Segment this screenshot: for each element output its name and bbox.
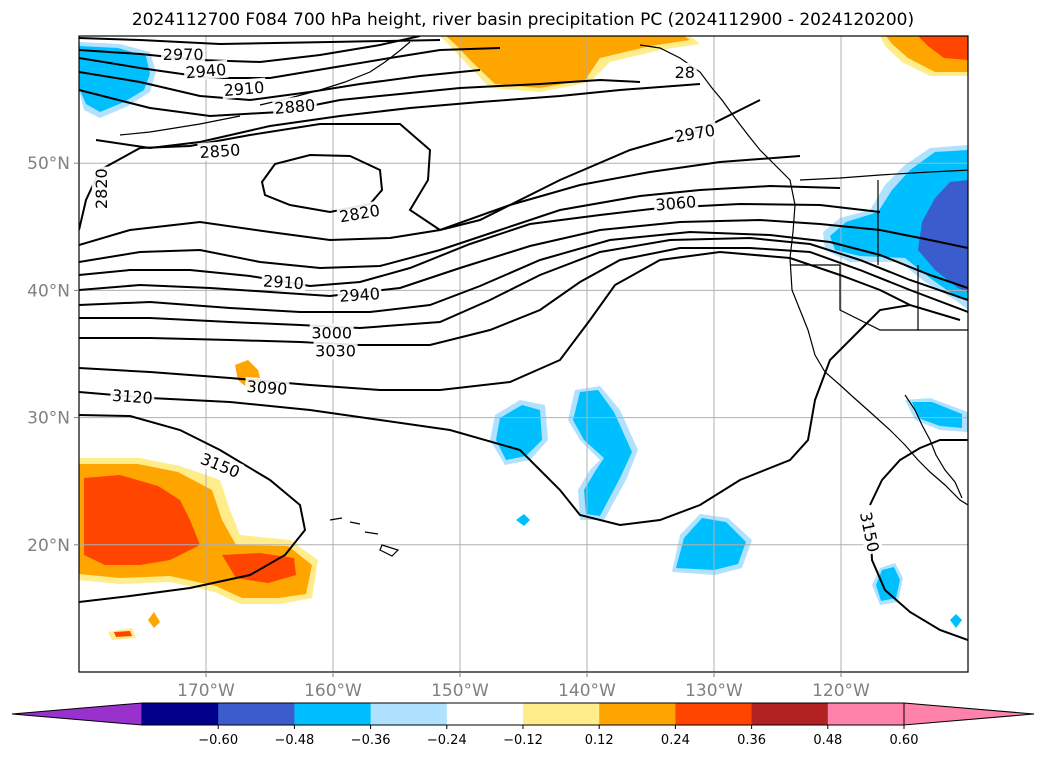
colorbar-tick-label: −0.60 (198, 733, 238, 748)
colorbar-tick-label: 0.36 (737, 733, 766, 748)
contour-label-text: 3030 (315, 341, 356, 360)
latitude-tick-labels: 50°N 40°N 30°N 20°N (27, 154, 79, 556)
colorbar-tick-label: −0.48 (274, 733, 314, 748)
contour-label-text: 2940 (339, 284, 381, 306)
colorbar-tick-label: −0.24 (427, 733, 467, 748)
contour-label-text: 2940 (185, 60, 227, 82)
lon-tick-label: 150°W (431, 681, 489, 701)
colorbar-swatch (751, 703, 829, 725)
contour-label-text: 28 (675, 63, 695, 82)
lat-tick-label: 20°N (27, 536, 70, 556)
colorbar-swatch (294, 703, 372, 725)
longitude-tick-labels: 170°W 160°W 150°W 140°W 130°W 120°W (177, 672, 870, 701)
precipitation-shading (79, 36, 968, 640)
contour-label: 2820 (91, 166, 111, 211)
contour-label: 28 (672, 62, 697, 82)
colorbar-tick-label: 0.48 (813, 733, 842, 748)
colorbar-tick-label: 0.24 (661, 733, 690, 748)
colorbar-swatch (827, 703, 905, 725)
contour-label-text: 2820 (92, 168, 111, 209)
colorbar-swatch (142, 703, 219, 725)
colorbar-swatch (523, 703, 600, 725)
contour-label-text: 2910 (263, 271, 305, 293)
lon-tick-label: 160°W (304, 681, 362, 701)
colorbar-extend-high (903, 702, 1035, 726)
contour-label: 2970 (161, 45, 206, 64)
colorbar-swatch (599, 703, 676, 725)
contour-label: 3000 (309, 323, 354, 343)
lat-tick-label: 50°N (27, 154, 70, 174)
contour-label-text: 2850 (199, 140, 241, 162)
colorbar-swatch (218, 703, 295, 725)
contour-label-text: 3060 (655, 192, 697, 214)
contour-label-text: 2880 (274, 95, 316, 117)
lon-tick-label: 170°W (177, 681, 235, 701)
contour-label: 2880 (272, 95, 318, 118)
colorbar-swatch (370, 703, 448, 725)
height-contours (79, 36, 968, 641)
colorbar-tick-label: −0.12 (503, 733, 543, 748)
contour-label: 3060 (653, 192, 699, 215)
contour-label-text: 3000 (311, 324, 352, 343)
colorbar-tick-label: 0.12 (585, 733, 614, 748)
lon-tick-label: 130°W (685, 681, 743, 701)
contour-label-text: 3090 (246, 377, 288, 399)
map-title: 2024112700 F084 700 hPa height, river ba… (132, 10, 914, 30)
colorbar-swatch (446, 703, 524, 725)
colorbar-extend-low (11, 702, 143, 726)
contour-label: 3030 (313, 341, 358, 360)
graticule (79, 36, 968, 672)
colorbar-swatch (675, 703, 753, 725)
lat-tick-label: 40°N (27, 281, 70, 301)
contour-label: 3120 (109, 385, 155, 408)
map-frame (78, 35, 969, 673)
contour-label: 2910 (221, 77, 267, 100)
map-area: 2970294029102880285028202820291029403000… (79, 36, 968, 672)
contour-label-text: 2970 (163, 45, 204, 64)
contour-label: 2940 (183, 59, 229, 82)
contour-label-text: 2910 (223, 78, 265, 100)
contour-label-text: 3120 (111, 386, 153, 408)
colorbar-tick-label: −0.36 (351, 733, 391, 748)
contour-labels: 2970294029102880285028202820291029403000… (91, 45, 884, 556)
contour-label: 2850 (197, 140, 243, 162)
colorbar: −0.60 −0.48 −0.36 −0.24 −0.12 0.12 0.24 0.36 0.4… (11, 702, 1035, 748)
contour-label: 2940 (337, 283, 383, 306)
coastlines (119, 41, 968, 557)
lon-tick-label: 120°W (812, 681, 870, 701)
lat-tick-label: 30°N (27, 409, 70, 429)
lon-tick-label: 140°W (558, 681, 616, 701)
contour-label: 2910 (260, 271, 307, 293)
contour-label: 3090 (244, 376, 290, 399)
colorbar-tick-label: 0.60 (890, 733, 919, 748)
